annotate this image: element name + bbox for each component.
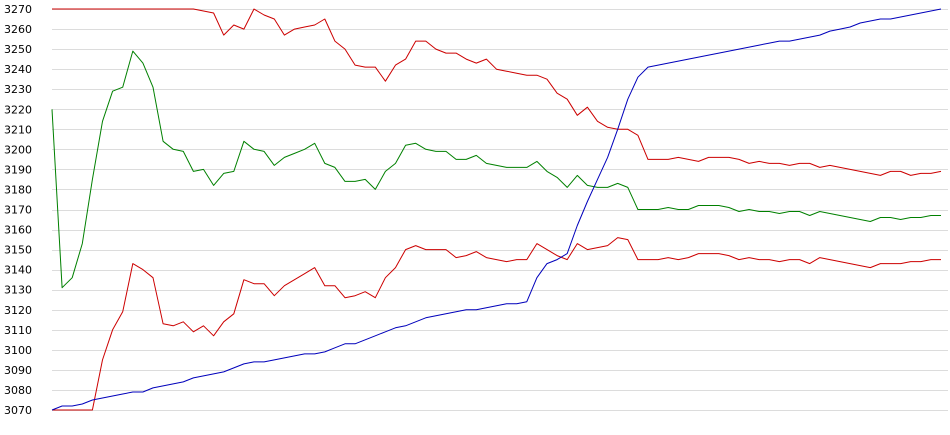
series-line-1	[52, 8, 942, 176]
y-tick-label: 3160	[4, 224, 32, 237]
y-tick-label: 3100	[4, 344, 32, 357]
series-line-4	[51, 8, 942, 411]
y-tick-label: 3170	[4, 204, 32, 217]
y-tick-label: 3260	[4, 23, 32, 36]
y-tick-label: 3220	[4, 103, 32, 116]
y-tick-label: 3210	[4, 123, 32, 136]
y-axis-tick-labels: 3070 3080 3090 3100 3110 3120 3130 3140 3150 3160…	[4, 3, 32, 417]
y-tick-label: 3180	[4, 183, 32, 196]
y-tick-label: 3240	[4, 63, 32, 76]
y-tick-label: 3110	[4, 324, 32, 337]
y-tick-label: 3130	[4, 284, 32, 297]
series-lines	[51, 8, 942, 411]
y-tick-label: 3230	[4, 83, 32, 96]
y-tick-label: 3200	[4, 143, 32, 156]
y-tick-label: 3070	[4, 404, 32, 417]
y-tick-label: 3150	[4, 244, 32, 257]
y-tick-label: 3080	[4, 384, 32, 397]
y-tick-label: 3270	[4, 3, 32, 16]
y-tick-label: 3120	[4, 304, 32, 317]
y-tick-label: 3250	[4, 43, 32, 56]
series-line-2	[51, 50, 941, 289]
y-tick-label: 3140	[4, 264, 32, 277]
series-line-3	[52, 237, 941, 411]
y-tick-label: 3190	[4, 163, 32, 176]
y-tick-label: 3090	[4, 364, 32, 377]
